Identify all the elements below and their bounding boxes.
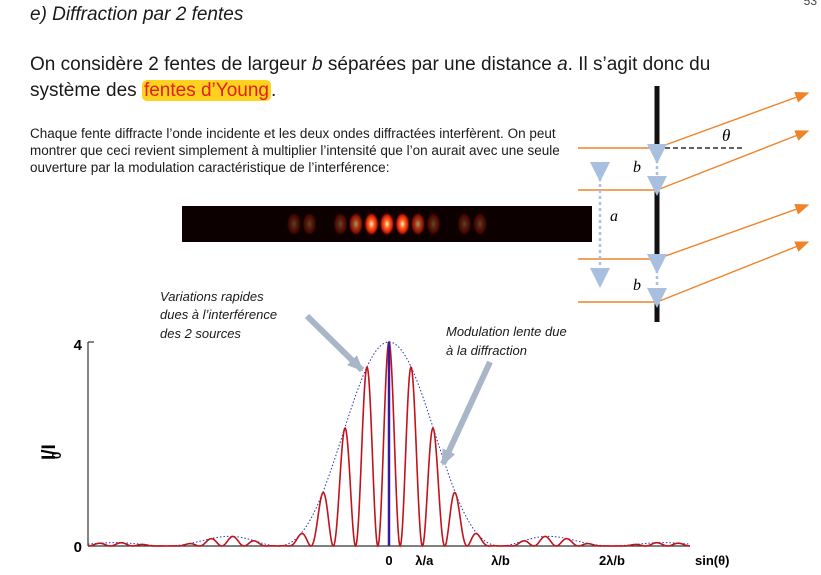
fringe-spot: [472, 212, 488, 236]
intro-part3: . Il s’agit donc du système des: [30, 54, 711, 101]
y-tick-4: 4: [74, 337, 83, 354]
y-axis-label: I/I 0: [39, 444, 64, 460]
fringe-spot: [348, 212, 364, 236]
x-tick-labels: 0 λ/a λ/b 2λ/b: [385, 553, 625, 568]
arrow-to-envelope: [440, 360, 493, 466]
arrow-to-interference: [304, 313, 365, 373]
x-tick-label: 0: [385, 553, 392, 568]
intro-part1: On considère 2 fentes de largeur: [30, 54, 313, 75]
x-axis-label: sin(θ): [695, 553, 729, 568]
fringe-spot: [379, 212, 395, 236]
explanation-paragraph: Chaque fente diffracte l’onde incidente …: [30, 126, 560, 175]
fringe-svg: [286, 212, 488, 236]
fringe-spot: [457, 212, 472, 236]
y-tick-0: 0: [74, 539, 82, 556]
fringe-spot: [333, 212, 348, 236]
x-tick-label: 2λ/b: [599, 553, 625, 568]
annotation-rapid: Variations rapides dues à l’interférence…: [160, 289, 277, 341]
fringe-spot: [286, 212, 302, 236]
annotation-rapid-line2: dues à l’interférence: [160, 307, 277, 322]
fringe-spot: [364, 212, 379, 236]
fringe-spot: [426, 212, 441, 236]
annotation-rapid-line3: des 2 sources: [160, 326, 241, 341]
intro-a: a: [557, 54, 568, 75]
page-number: 53: [803, 0, 817, 8]
intro-text: On considère 2 fentes de largeur b sépar…: [30, 52, 770, 104]
fringe-spot: [395, 212, 410, 236]
fringe-spot: [302, 212, 317, 236]
section-title: e) Diffraction par 2 fentes: [30, 4, 244, 25]
x-tick-label: λ/a: [415, 553, 434, 568]
intro-b: b: [312, 54, 323, 75]
annotation-slow: Modulation lente due à la diffraction: [446, 324, 567, 358]
y-label-main: I/I: [39, 444, 60, 460]
fringe-spot: [410, 212, 426, 236]
intro-end: .: [270, 80, 277, 101]
young-slits-highlight: fentes d’Young: [141, 80, 271, 101]
annotation-slow-line1: Modulation lente due: [446, 324, 567, 339]
fringe-pattern-image: [182, 206, 592, 242]
x-tick-label: λ/b: [491, 553, 510, 568]
y-label-sub: 0: [49, 452, 64, 459]
intro-part2: séparées par une distance: [322, 54, 558, 75]
annotation-rapid-line1: Variations rapides: [160, 289, 264, 304]
annotation-slow-line2: à la diffraction: [446, 343, 527, 358]
